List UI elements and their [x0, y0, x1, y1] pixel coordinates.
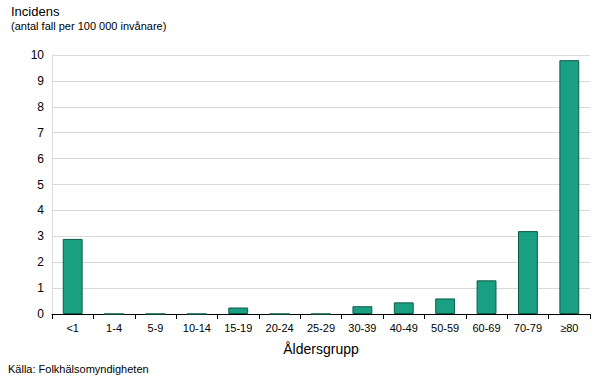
svg-text:0: 0 [37, 307, 44, 321]
svg-text:50-59: 50-59 [431, 322, 459, 334]
svg-text:1-4: 1-4 [106, 322, 122, 334]
svg-text:3: 3 [37, 229, 44, 243]
svg-text:30-39: 30-39 [348, 322, 376, 334]
svg-text:15-19: 15-19 [224, 322, 252, 334]
svg-text:≥80: ≥80 [560, 322, 578, 334]
svg-text:70-79: 70-79 [514, 322, 542, 334]
svg-text:(antal fall per 100 000 invåna: (antal fall per 100 000 invånare) [11, 20, 166, 32]
svg-text:9: 9 [37, 74, 44, 88]
svg-text:7: 7 [37, 126, 44, 140]
svg-text:1: 1 [37, 281, 44, 295]
svg-text:2: 2 [37, 255, 44, 269]
svg-text:25-29: 25-29 [307, 322, 335, 334]
svg-text:Incidens: Incidens [11, 4, 60, 19]
svg-text:6: 6 [37, 152, 44, 166]
svg-text:8: 8 [37, 100, 44, 114]
svg-text:10: 10 [31, 48, 45, 62]
svg-text:5-9: 5-9 [148, 322, 164, 334]
svg-text:40-49: 40-49 [390, 322, 418, 334]
svg-text:60-69: 60-69 [472, 322, 500, 334]
svg-text:Källa: Folkhälsomyndigheten: Källa: Folkhälsomyndigheten [8, 363, 149, 375]
svg-text:<1: <1 [66, 322, 79, 334]
svg-text:5: 5 [37, 178, 44, 192]
svg-text:4: 4 [37, 203, 44, 217]
svg-text:20-24: 20-24 [266, 322, 294, 334]
svg-text:Åldersgrupp: Åldersgrupp [283, 341, 359, 357]
svg-text:10-14: 10-14 [183, 322, 211, 334]
